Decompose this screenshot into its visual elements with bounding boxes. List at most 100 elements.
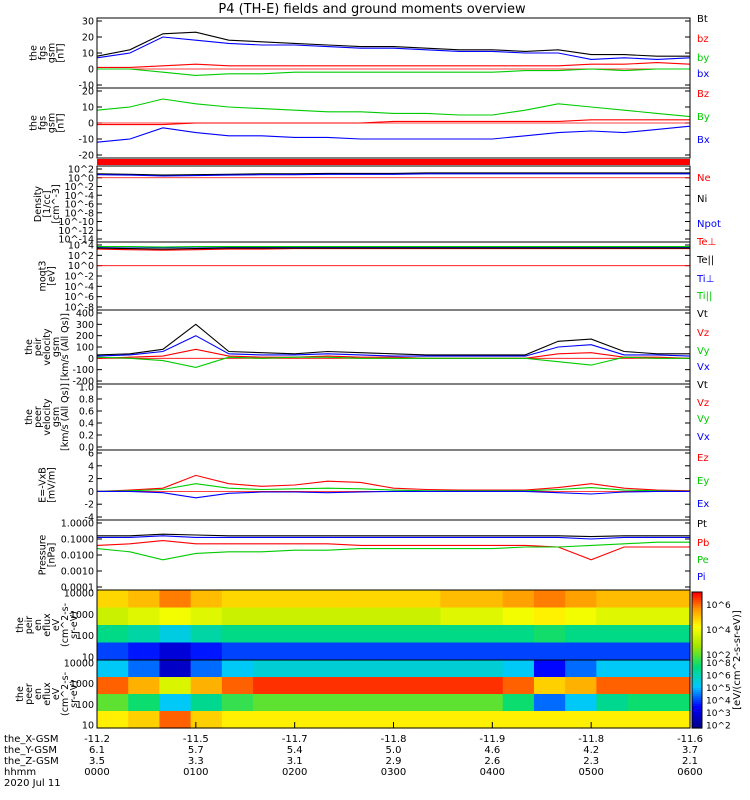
y-tick-label: 1.0 bbox=[79, 383, 94, 394]
footer-value: 3.7 bbox=[682, 745, 698, 756]
panel-p8: Pressure[nPa] 1.0000 0.1000 0.0100 0.0010 0.0… bbox=[38, 519, 710, 594]
heatmap-cell bbox=[190, 677, 223, 695]
colorbar-cell bbox=[692, 666, 702, 669]
heatmap-cell bbox=[440, 625, 473, 644]
x-tick-label: -11.9 bbox=[479, 734, 505, 745]
panel-frame bbox=[96, 383, 691, 451]
panel-ylabel: [cm^-3] bbox=[51, 184, 62, 223]
footer-value: 2.6 bbox=[484, 756, 500, 767]
panel-ylabel: gsm bbox=[47, 113, 58, 133]
colorbar-cell bbox=[692, 634, 702, 637]
panel-ylabel: [nPa] bbox=[47, 543, 58, 568]
heatmap-cell bbox=[97, 677, 129, 695]
legend-Bz: Bz bbox=[697, 89, 709, 100]
heatmap-cell bbox=[377, 711, 410, 729]
panel-ylabel: the bbox=[15, 686, 26, 702]
heatmap-cell bbox=[221, 607, 254, 626]
legend-by: by bbox=[697, 53, 709, 64]
heatmap-cell bbox=[159, 625, 192, 644]
colorbar-cell bbox=[692, 682, 702, 685]
heatmap-cell bbox=[377, 625, 410, 644]
y-tick-label: 10 bbox=[82, 103, 94, 114]
colorbar-cell bbox=[692, 686, 702, 689]
y-tick-label: 10^-6 bbox=[64, 292, 94, 303]
heatmap-cell bbox=[346, 607, 379, 626]
heatmap-cell bbox=[221, 642, 254, 661]
footer-value: 2.3 bbox=[583, 756, 599, 767]
y-tick-label: -20 bbox=[78, 151, 94, 162]
heatmap-cell bbox=[565, 642, 597, 661]
heatmap-cell bbox=[596, 694, 629, 712]
heatmap-cell bbox=[533, 711, 566, 729]
heatmap-cell bbox=[315, 694, 348, 712]
heatmap-cell bbox=[502, 711, 535, 729]
colorbar-cell bbox=[692, 632, 702, 635]
colorbar-cell bbox=[692, 626, 702, 629]
heatmap-cell bbox=[221, 660, 254, 678]
colorbar-cell bbox=[692, 702, 702, 705]
heatmap-cell bbox=[284, 625, 317, 644]
heatmap-cell bbox=[533, 625, 566, 644]
heatmap-cell bbox=[502, 607, 535, 626]
legend-Ex: Ex bbox=[697, 499, 709, 510]
y-tick-label: -10 bbox=[78, 135, 94, 146]
colorbar-label: [eV/(cm^2-s-sr-eV)] bbox=[732, 610, 743, 710]
heatmap-cell bbox=[596, 625, 629, 644]
panel-ylabel: Pressure bbox=[38, 535, 49, 576]
y-tick-label: 0.0010 bbox=[61, 567, 94, 578]
colorbar-cell bbox=[692, 628, 702, 631]
panel-ylabel: the bbox=[15, 617, 26, 633]
legend-Vx: Vx bbox=[697, 432, 710, 443]
colorbar-cell bbox=[692, 652, 702, 655]
y-tick-label: 100 bbox=[76, 343, 94, 354]
heatmap-cell bbox=[346, 642, 379, 661]
heatmap-cell bbox=[658, 660, 691, 678]
series-line-Pb bbox=[96, 540, 690, 561]
colorbar-cell bbox=[692, 690, 702, 693]
heatmap-cell bbox=[346, 590, 379, 609]
heatmap-cell bbox=[565, 694, 597, 712]
colorbar-cell bbox=[692, 712, 702, 715]
heatmap-cell bbox=[377, 677, 410, 695]
colorbar-cell bbox=[692, 654, 702, 657]
heatmap-cell bbox=[658, 711, 691, 729]
panel-ylabel: (cm^2-s- bbox=[60, 672, 71, 716]
heatmap-cell bbox=[627, 660, 660, 678]
panel-ylabel: fgs bbox=[38, 46, 49, 60]
colorbar-cell bbox=[692, 662, 702, 665]
x-tick-label: -11.2 bbox=[84, 734, 110, 745]
heatmap-cell bbox=[190, 694, 223, 712]
colorbar-cell bbox=[692, 608, 702, 611]
footer-value: 5.0 bbox=[386, 745, 402, 756]
heatmap-cell bbox=[284, 607, 317, 626]
heatmap-cell bbox=[440, 694, 473, 712]
heatmap-cell bbox=[97, 607, 129, 626]
y-tick-label: 10^-2 bbox=[64, 272, 94, 283]
heatmap-cell bbox=[284, 677, 317, 695]
heatmap-cell bbox=[596, 590, 629, 609]
heatmap-cell bbox=[221, 590, 254, 609]
heatmap-cell bbox=[159, 590, 192, 609]
colorbar-cell bbox=[692, 710, 702, 713]
panel-ylabel: [1/cc] bbox=[42, 190, 53, 217]
y-tick-label: 0.0100 bbox=[61, 551, 94, 562]
panel-ylabel: sr-eV) bbox=[69, 680, 80, 708]
colorbar-cell bbox=[692, 714, 702, 717]
footer-value: 3.1 bbox=[287, 756, 303, 767]
series-line-Pe bbox=[96, 541, 690, 561]
panel-ylabel: the bbox=[24, 409, 35, 425]
heatmap-cell bbox=[253, 660, 285, 678]
heatmap-cell bbox=[627, 590, 660, 609]
colorbar-cell bbox=[692, 670, 702, 673]
series-line-Pi bbox=[97, 535, 690, 540]
heatmap-cell bbox=[128, 607, 161, 626]
heatmap-cell bbox=[159, 711, 192, 729]
y-tick-label: 10^2 bbox=[68, 165, 94, 176]
heatmap-cell bbox=[159, 660, 192, 678]
footer-value: 0200 bbox=[282, 767, 307, 778]
y-tick-label: 0.1000 bbox=[61, 535, 94, 546]
heatmap-cell bbox=[253, 625, 285, 644]
heatmap-cell bbox=[533, 642, 566, 661]
series-line-Ey bbox=[96, 483, 691, 492]
